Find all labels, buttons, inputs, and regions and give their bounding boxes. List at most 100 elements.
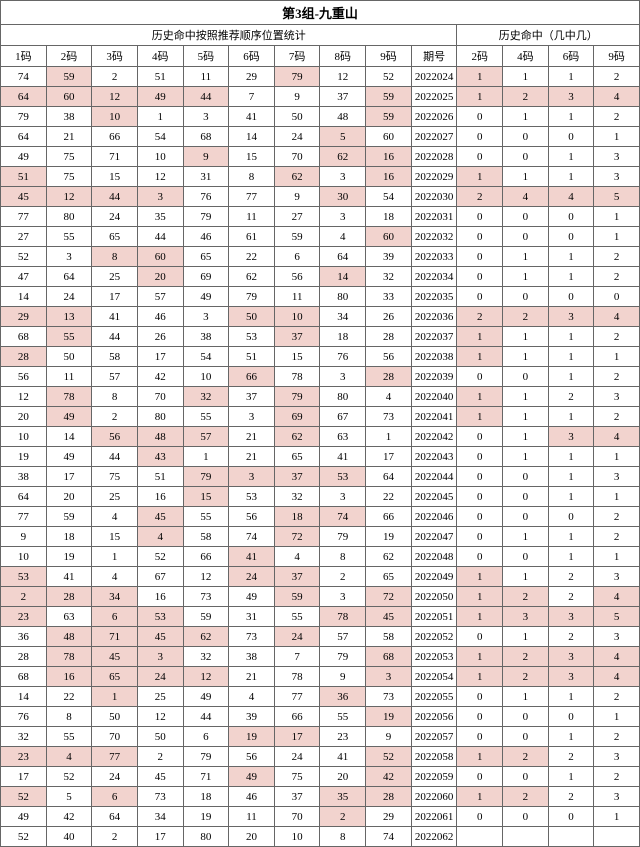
data-cell: 32 bbox=[183, 647, 229, 667]
data-cell: 14 bbox=[320, 267, 366, 287]
result-cell: 3 bbox=[594, 167, 640, 187]
period-cell: 2022054 bbox=[411, 667, 457, 687]
data-cell: 73 bbox=[366, 407, 412, 427]
table-row: 525673184637352820220601223 bbox=[1, 787, 640, 807]
result-cell: 4 bbox=[548, 187, 594, 207]
result-cell: 0 bbox=[548, 807, 594, 827]
data-cell: 45 bbox=[137, 627, 183, 647]
data-cell: 3 bbox=[46, 247, 92, 267]
data-cell: 12 bbox=[46, 187, 92, 207]
data-cell: 49 bbox=[1, 807, 47, 827]
result-cell: 0 bbox=[457, 227, 503, 247]
data-cell: 3 bbox=[137, 187, 183, 207]
data-cell: 37 bbox=[274, 567, 320, 587]
result-cell: 1 bbox=[594, 347, 640, 367]
data-cell: 6 bbox=[92, 787, 138, 807]
data-cell: 1 bbox=[92, 547, 138, 567]
result-cell: 0 bbox=[503, 487, 549, 507]
period-cell: 2022042 bbox=[411, 427, 457, 447]
period-cell: 2022062 bbox=[411, 827, 457, 847]
data-cell: 2 bbox=[320, 567, 366, 587]
data-cell: 20 bbox=[137, 267, 183, 287]
result-cell: 3 bbox=[548, 307, 594, 327]
data-cell: 71 bbox=[92, 627, 138, 647]
data-cell: 30 bbox=[320, 187, 366, 207]
table-row: 1014564857216263120220420134 bbox=[1, 427, 640, 447]
result-cell: 3 bbox=[548, 607, 594, 627]
result-cell: 2 bbox=[503, 667, 549, 687]
table-row: 142212549477367320220550112 bbox=[1, 687, 640, 707]
data-cell: 24 bbox=[92, 767, 138, 787]
result-cell: 0 bbox=[503, 147, 549, 167]
result-cell: 1 bbox=[457, 87, 503, 107]
data-cell: 80 bbox=[137, 407, 183, 427]
data-cell: 55 bbox=[183, 407, 229, 427]
table-row: 287845332387796820220531234 bbox=[1, 647, 640, 667]
data-cell: 79 bbox=[229, 287, 275, 307]
result-cell: 1 bbox=[594, 447, 640, 467]
col-header: 4码 bbox=[137, 46, 183, 67]
result-cell: 1 bbox=[548, 327, 594, 347]
result-cell: 4 bbox=[594, 307, 640, 327]
data-cell: 12 bbox=[92, 87, 138, 107]
table-row: 204928055369677320220411112 bbox=[1, 407, 640, 427]
result-cell bbox=[594, 827, 640, 847]
data-cell: 10 bbox=[137, 147, 183, 167]
data-cell: 27 bbox=[274, 207, 320, 227]
data-cell: 62 bbox=[320, 147, 366, 167]
result-cell: 1 bbox=[548, 487, 594, 507]
data-cell: 11 bbox=[274, 287, 320, 307]
data-cell: 3 bbox=[229, 467, 275, 487]
result-cell: 3 bbox=[594, 787, 640, 807]
result-cell: 1 bbox=[503, 627, 549, 647]
data-cell: 5 bbox=[46, 787, 92, 807]
data-cell: 80 bbox=[320, 387, 366, 407]
data-cell: 66 bbox=[92, 127, 138, 147]
data-cell: 38 bbox=[183, 327, 229, 347]
data-cell: 53 bbox=[320, 467, 366, 487]
data-cell: 41 bbox=[92, 307, 138, 327]
data-cell: 7 bbox=[229, 87, 275, 107]
data-cell: 32 bbox=[183, 387, 229, 407]
data-cell: 7 bbox=[274, 647, 320, 667]
data-cell: 21 bbox=[46, 127, 92, 147]
table-row: 3817755179337536420220440013 bbox=[1, 467, 640, 487]
result-cell: 1 bbox=[594, 707, 640, 727]
data-cell: 65 bbox=[92, 667, 138, 687]
period-cell: 2022037 bbox=[411, 327, 457, 347]
result-cell: 3 bbox=[594, 387, 640, 407]
data-cell: 4 bbox=[274, 547, 320, 567]
result-cell: 0 bbox=[457, 767, 503, 787]
result-cell: 0 bbox=[457, 727, 503, 747]
data-cell: 21 bbox=[229, 427, 275, 447]
result-cell: 0 bbox=[503, 507, 549, 527]
result-cell: 1 bbox=[548, 167, 594, 187]
result-cell: 3 bbox=[594, 147, 640, 167]
col-header: 9码 bbox=[594, 46, 640, 67]
data-cell: 14 bbox=[1, 687, 47, 707]
table-row: 52402178020108742022062 bbox=[1, 827, 640, 847]
col-header: 6码 bbox=[548, 46, 594, 67]
result-cell: 1 bbox=[548, 407, 594, 427]
data-cell: 19 bbox=[46, 547, 92, 567]
data-cell: 69 bbox=[274, 407, 320, 427]
data-cell: 6 bbox=[274, 247, 320, 267]
data-cell: 77 bbox=[229, 187, 275, 207]
data-cell: 41 bbox=[46, 567, 92, 587]
data-cell: 4 bbox=[92, 507, 138, 527]
table-row: 534146712243726520220491123 bbox=[1, 567, 640, 587]
data-cell: 36 bbox=[320, 687, 366, 707]
result-cell: 0 bbox=[457, 267, 503, 287]
period-cell: 2022059 bbox=[411, 767, 457, 787]
data-cell: 46 bbox=[229, 787, 275, 807]
period-cell: 2022044 bbox=[411, 467, 457, 487]
result-cell: 4 bbox=[594, 87, 640, 107]
col-header: 8码 bbox=[320, 46, 366, 67]
data-cell: 64 bbox=[92, 807, 138, 827]
result-cell: 1 bbox=[548, 107, 594, 127]
data-cell: 50 bbox=[137, 727, 183, 747]
data-cell: 70 bbox=[274, 147, 320, 167]
data-cell: 42 bbox=[366, 767, 412, 787]
table-row: 10191526641486220220480011 bbox=[1, 547, 640, 567]
table-row: 451244376779305420220302445 bbox=[1, 187, 640, 207]
